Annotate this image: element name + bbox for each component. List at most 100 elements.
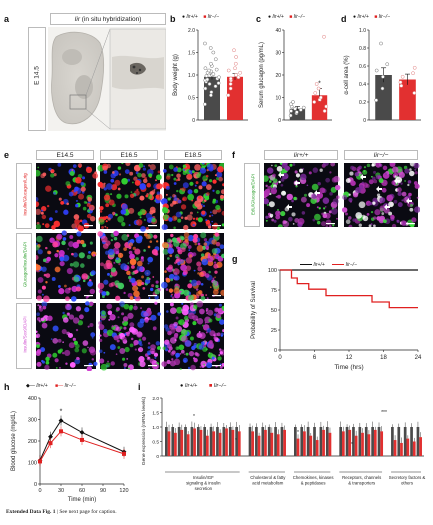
micrograph-e-r1-c2-cell xyxy=(196,245,204,252)
micrograph-f-ko-cell xyxy=(363,166,367,169)
micrograph-f-ko-cell xyxy=(409,207,414,212)
i-bar-wt xyxy=(391,427,394,456)
micrograph-e-r1-c2-cell xyxy=(197,272,200,275)
panel-e-row-label-1: Glucagon/Insulin/DAPI xyxy=(22,241,28,288)
micrograph-e-r1-c2-cell xyxy=(204,273,210,278)
h-ytick-label: 400 xyxy=(28,396,37,402)
micrograph-e-r2-c1-scalebar xyxy=(148,365,157,367)
b-point xyxy=(207,82,212,86)
micrograph-e-r1-c0-cell xyxy=(36,244,40,251)
c-significance: * xyxy=(318,81,321,88)
micrograph-e-r2-c1-cell xyxy=(103,351,106,354)
micrograph-f-ko-cell xyxy=(348,224,353,227)
micrograph-e-r2-c0-cell xyxy=(72,337,76,341)
micrograph-f-wt-cell xyxy=(301,211,306,215)
micrograph-e-r2-c1-cell xyxy=(119,348,126,354)
embryo-section-image xyxy=(48,27,166,131)
micrograph-e-r1-c2-scalebar xyxy=(212,295,221,297)
micrograph-e-r1-c0-cell xyxy=(37,276,44,283)
micrograph-e-r2-c0-cell xyxy=(47,315,53,322)
micrograph-e-r0-c2-cell xyxy=(202,204,206,208)
micrograph-e-r0-c2-cell xyxy=(204,195,210,201)
micrograph-f-ko-cell xyxy=(382,165,388,171)
micrograph-e-r2-c2-cell xyxy=(219,351,223,355)
i-significance: *** xyxy=(381,410,387,416)
micrograph-e-r0-c0-cell xyxy=(68,191,74,197)
micrograph-e-r1-c2-cell xyxy=(192,237,198,243)
micrograph-e-r2-c2-cell xyxy=(174,339,177,342)
i-bar-ko xyxy=(186,434,190,456)
b-ytick-label: 0.5 xyxy=(188,95,195,101)
micrograph-e-r1-c2-cell xyxy=(173,287,180,294)
micrograph-e-r1-c0-cell xyxy=(73,252,78,258)
i-bar-wt xyxy=(196,427,200,456)
edu-arrow-icon xyxy=(406,198,412,204)
alpha-cell-area-chart: 0 0.2 0.4 0.6 0.8 1.0 α-cell area (%) xyxy=(344,28,421,124)
micrograph-e-r1-c0-cell xyxy=(54,266,61,273)
micrograph-e-r2-c1-cell xyxy=(147,342,151,345)
micrograph-e-r2-c1-cell xyxy=(155,341,161,346)
micrograph-e-r0-c1-cell xyxy=(136,180,140,184)
i-ytick-label: 0 xyxy=(156,454,159,460)
micrograph-f-wt-cell xyxy=(282,220,287,225)
micrograph-e-r1-c2-cell xyxy=(188,294,195,301)
micrograph-e-r0-c0-cell xyxy=(92,172,99,179)
panel-b-label: b xyxy=(170,14,176,24)
micrograph-f-ko-cell xyxy=(371,176,376,181)
micrograph-e-r1-c2-cell xyxy=(207,255,211,259)
micrograph-e-r0-c2-cell xyxy=(212,198,217,202)
micrograph-f-ko-cell xyxy=(413,163,420,169)
g-xtick-label: 18 xyxy=(380,355,387,361)
micrograph-e-r2-c2-cell xyxy=(192,321,197,326)
micrograph-e-r1-c2-cell xyxy=(185,265,192,271)
panel-b-legend: ● Iir+/+ ■ Iir−/− xyxy=(182,14,220,20)
micrograph-f-ko-cell xyxy=(381,212,385,215)
i-bar-ko xyxy=(212,431,216,456)
micrograph-f-wt-cell xyxy=(292,222,295,225)
i-bar-wt xyxy=(184,427,187,456)
h-ytick-label: 200 xyxy=(28,439,37,445)
micrograph-e-r2-c1-cell xyxy=(138,356,145,363)
micrograph-f-wt-cell xyxy=(311,193,317,199)
edu-arrow-icon xyxy=(294,180,300,186)
micrograph-e-r2-c1-cell xyxy=(143,311,149,317)
micrograph-e-r0-c1-cell xyxy=(130,191,133,193)
b-point xyxy=(213,84,218,89)
micrograph-e-r0-c1-cell xyxy=(142,178,148,184)
micrograph-e-r2-c1-cell xyxy=(127,367,130,370)
micrograph-e-r0-c1-cell xyxy=(139,216,142,219)
micrograph-e-r2-c0-cell xyxy=(74,343,80,349)
micrograph-e-r1-c2-cell xyxy=(184,238,189,243)
micrograph-e-r1-c1-cell xyxy=(128,242,133,247)
micrograph-e-r0-c2-cell xyxy=(205,219,208,222)
micrograph-f-ko-cell xyxy=(349,171,354,176)
micrograph-e-r1-c2-cell xyxy=(177,247,182,251)
micrograph-e-r0-c1-cell xyxy=(148,164,151,167)
micrograph-e-r1-c2-cell xyxy=(213,263,219,269)
micrograph-e-r1-c2-cell xyxy=(205,294,208,297)
micrograph-e-r1-c1-cell xyxy=(155,250,158,253)
micrograph-e-r0-c1-cell xyxy=(110,172,116,179)
micrograph-e-r0-c1-cell xyxy=(106,226,109,229)
micrograph-e-r0-c1-cell xyxy=(128,207,135,214)
micrograph-e-r1-c0-cell xyxy=(56,249,59,253)
panel-i-legend: ● Iir+/+ ■ Iir−/− xyxy=(180,383,227,389)
h-ytick-label: 0 xyxy=(34,482,37,488)
i-bar-ko xyxy=(251,431,255,456)
i-bar-ko xyxy=(296,438,300,456)
i-ytick-label: 1.5 xyxy=(152,410,159,416)
i-bar-wt xyxy=(416,427,420,456)
h-point xyxy=(79,430,85,435)
micrograph-f-ko-cell xyxy=(350,165,355,170)
micrograph-e-r0-c1-cell xyxy=(121,177,128,185)
micrograph-e-r0-c0-cell xyxy=(51,225,56,230)
micrograph-e-r2-c1-cell xyxy=(122,321,125,324)
micrograph-e-r1-c0-cell xyxy=(58,288,65,295)
micrograph-e-r2-c2-cell xyxy=(188,351,195,357)
micrograph-f-wt-cell xyxy=(331,177,338,183)
micrograph-e-r2-c2-cell xyxy=(171,358,174,361)
micrograph-e-r0-c1-cell xyxy=(148,173,153,178)
micrograph-e-r0-c1-cell xyxy=(144,176,147,180)
micrograph-f-wt-cell xyxy=(264,175,269,182)
micrograph-f-wt-cell xyxy=(332,198,339,205)
